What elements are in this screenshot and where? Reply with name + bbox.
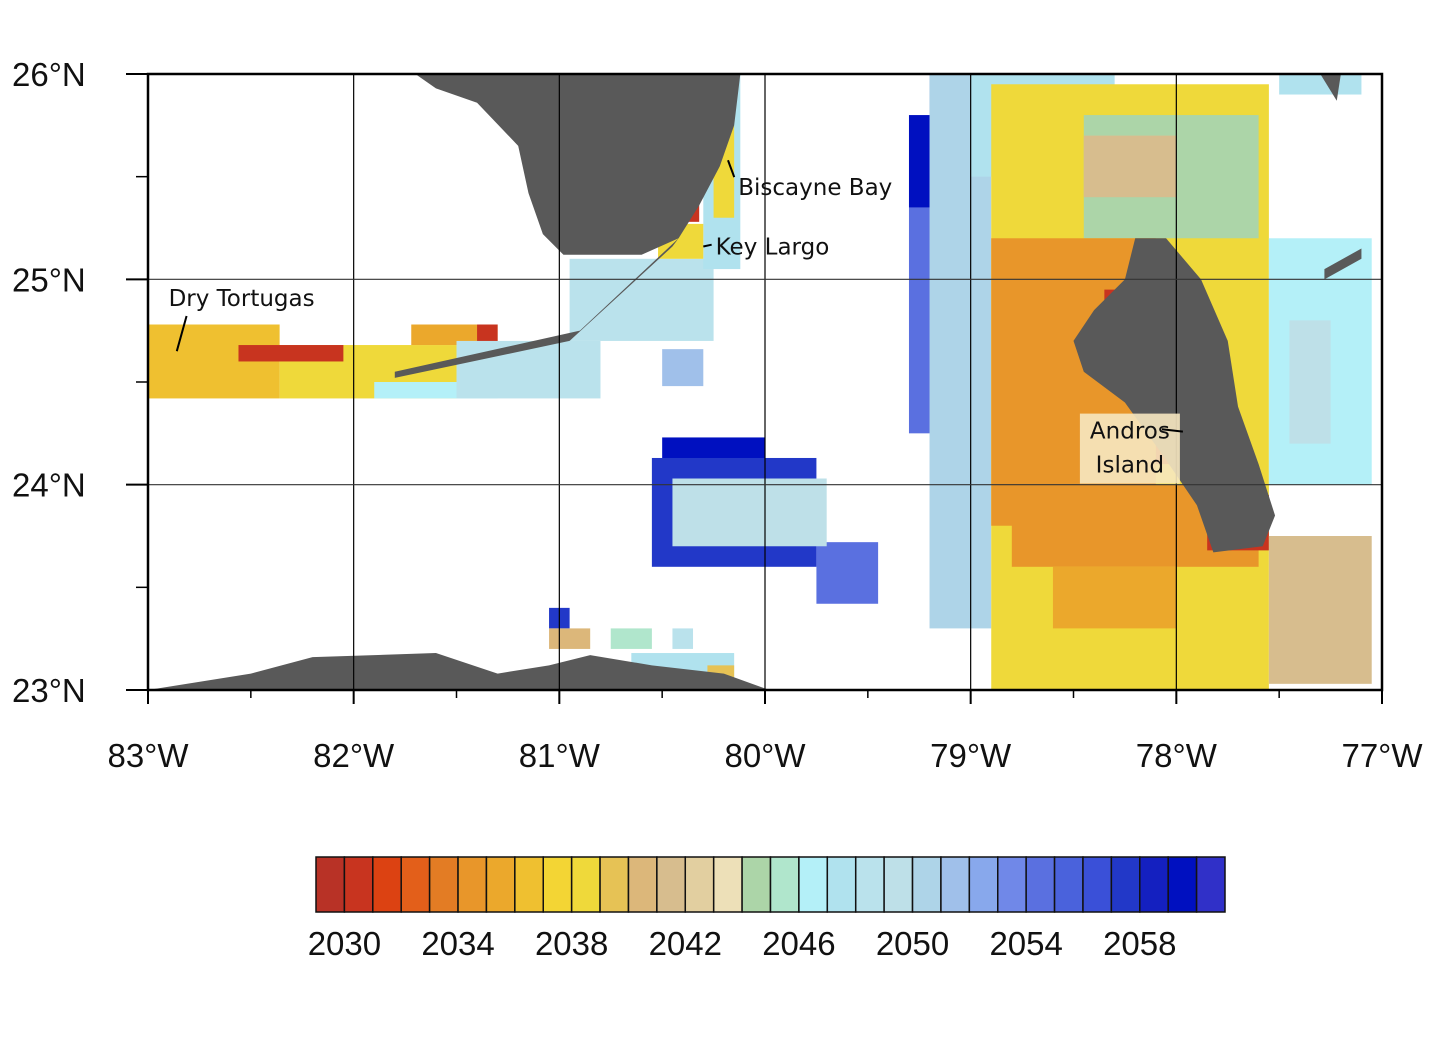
- annotation-label: Island: [1096, 453, 1164, 479]
- land-grand-bahama: [1320, 74, 1341, 101]
- year-cell: [1289, 320, 1331, 444]
- year-cell: [610, 628, 652, 649]
- land-florida: [415, 74, 741, 255]
- colorbar-swatch: [542, 856, 573, 913]
- colorbar-swatch: [741, 856, 772, 913]
- y-tick-label: 26°N: [12, 56, 86, 93]
- colorbar-swatch: [997, 856, 1027, 913]
- colorbar-swatch: [684, 856, 715, 913]
- colorbar-swatch: [457, 856, 488, 913]
- year-cell: [569, 258, 714, 341]
- colorbar-swatch: [826, 856, 857, 913]
- annotation-leader: [175, 315, 188, 352]
- colorbar-swatch: [400, 856, 431, 913]
- colorbar-swatch: [940, 856, 971, 913]
- year-cell: [238, 345, 344, 362]
- year-cell: [1279, 74, 1362, 95]
- y-tick-label: 25°N: [12, 261, 86, 298]
- colorbar-swatch: [315, 856, 346, 913]
- colorbar-label: 2034: [421, 925, 494, 962]
- colorbar-swatch: [514, 856, 544, 913]
- colorbar-swatch: [428, 856, 459, 913]
- colorbar-swatch: [485, 856, 516, 913]
- x-tick-label: 83°W: [107, 737, 189, 774]
- colorbar-label: 2030: [308, 925, 381, 962]
- x-tick-label: 79°W: [930, 737, 1012, 774]
- land-andros-island: [1073, 238, 1276, 553]
- colorbar-label: 2054: [989, 925, 1062, 962]
- colorbar-swatch: [570, 856, 601, 913]
- annotation-background: [1079, 413, 1180, 484]
- colorbar-swatch: [372, 856, 402, 913]
- year-cell: [1083, 135, 1177, 198]
- colorbar-swatch: [1195, 856, 1226, 913]
- land-masses: [148, 74, 1362, 690]
- annotations: Dry Tortugas Biscayne Bay Key Largo Andros I…: [169, 159, 1184, 484]
- annotation-label: Biscayne Bay: [738, 175, 892, 201]
- colorbar-swatch: [1053, 856, 1084, 913]
- colorbar-label: 2050: [876, 925, 949, 962]
- year-cell: [1052, 566, 1177, 629]
- x-tick-label: 78°W: [1136, 737, 1218, 774]
- annotation-leader: [703, 243, 712, 248]
- colorbar-label: 2046: [762, 925, 835, 962]
- year-cell: [456, 340, 601, 399]
- annotation-label: Key Largo: [716, 235, 830, 261]
- x-tick-label: 81°W: [519, 737, 601, 774]
- year-cell: [477, 324, 498, 346]
- x-tick-label: 82°W: [313, 737, 395, 774]
- axes: 83°W 82°W 81°W 80°W 79°W 78°W 77°W 26°N 25°N 24°N…: [12, 56, 1423, 774]
- year-cell: [1268, 536, 1372, 684]
- colorbar-label: 2058: [1103, 925, 1176, 962]
- annotation-label: Andros: [1090, 419, 1170, 445]
- year-cell: [662, 437, 765, 461]
- year-cell: [908, 115, 930, 208]
- colorbar-swatch: [1167, 856, 1198, 913]
- colorbar-label: 2038: [535, 925, 608, 962]
- colorbar-swatch: [627, 856, 658, 913]
- land-cuba: [148, 653, 770, 690]
- colorbar: 2030 2034 2038 2042 2046 2050 2054 2058: [308, 856, 1226, 962]
- colorbar-swatch: [1139, 856, 1169, 913]
- year-cell: [672, 478, 827, 547]
- x-tick-label: 80°W: [724, 737, 806, 774]
- x-tick-label: 77°W: [1341, 737, 1423, 774]
- colorbar-swatch: [599, 856, 630, 913]
- land-eleuthera: [1324, 248, 1362, 280]
- colorbar-swatch: [1082, 856, 1113, 913]
- colorbar-swatch: [1110, 856, 1141, 913]
- colorbar-swatch: [883, 856, 914, 913]
- y-tick-label: 24°N: [12, 467, 86, 504]
- annotation-leader: [727, 159, 736, 178]
- colorbar-swatch: [769, 856, 800, 913]
- annotation-label: Dry Tortugas: [169, 286, 315, 312]
- year-cell: [816, 542, 879, 604]
- colorbar-swatch: [854, 856, 885, 913]
- colorbar-swatch: [798, 856, 829, 913]
- colorbar-swatch: [911, 856, 942, 913]
- colorbar-swatch: [1025, 856, 1056, 913]
- colorbar-swatch: [712, 856, 743, 913]
- colorbar-swatch: [656, 856, 687, 913]
- colorbar-label: 2042: [649, 925, 722, 962]
- y-tick-label: 23°N: [12, 672, 86, 709]
- year-cell: [411, 324, 498, 346]
- year-cell: [672, 628, 694, 649]
- year-cell: [549, 628, 591, 649]
- year-cell: [662, 349, 704, 387]
- colorbar-swatch: [968, 856, 999, 913]
- colorbar-swatch: [343, 856, 374, 913]
- annotation-leader: [1161, 428, 1184, 433]
